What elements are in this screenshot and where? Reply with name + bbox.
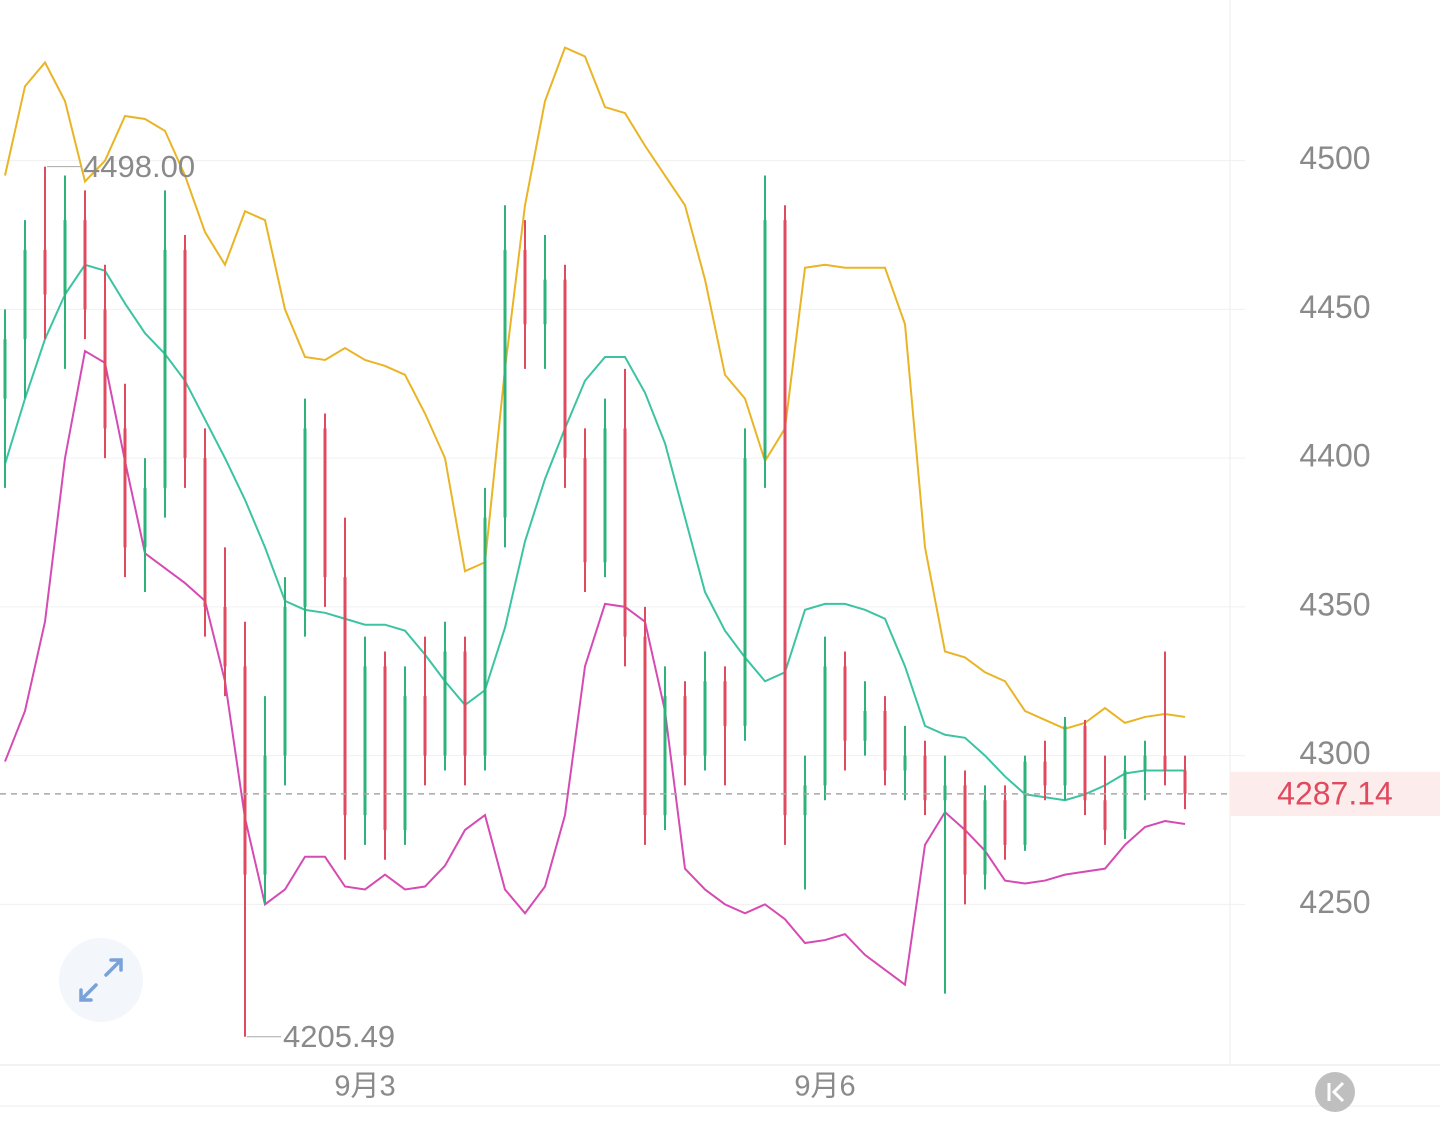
candle-body bbox=[1023, 761, 1027, 845]
candle-body bbox=[83, 220, 87, 310]
candle-body bbox=[263, 755, 267, 875]
candle-body bbox=[403, 696, 407, 830]
last-price-box bbox=[1230, 771, 1440, 816]
candle-body bbox=[1103, 800, 1107, 830]
candle-body bbox=[763, 220, 767, 459]
candle-body bbox=[243, 666, 247, 875]
candle-body bbox=[1163, 755, 1167, 771]
candle-body bbox=[1123, 770, 1127, 830]
expand-button[interactable] bbox=[59, 938, 143, 1022]
band-line bbox=[4, 263, 1185, 802]
annotation-label: 4205.49 bbox=[283, 1019, 395, 1054]
band-line bbox=[4, 46, 1186, 730]
candle-body bbox=[883, 710, 887, 771]
y-tick-label: 4400 bbox=[1299, 438, 1370, 474]
candle-body bbox=[803, 785, 807, 816]
candle-body bbox=[163, 249, 167, 488]
candle-body bbox=[723, 681, 727, 726]
candle-body bbox=[943, 785, 947, 801]
candle-body bbox=[783, 220, 787, 816]
candle-body bbox=[383, 666, 387, 830]
candle-body bbox=[223, 606, 227, 667]
candle-body bbox=[463, 651, 467, 756]
last-price-label: 4287.14 bbox=[1277, 775, 1393, 811]
y-tick-label: 4350 bbox=[1299, 586, 1370, 622]
candle-body bbox=[743, 458, 747, 726]
y-tick-label: 4500 bbox=[1299, 140, 1370, 176]
candle-body bbox=[43, 249, 47, 295]
candle-body bbox=[303, 428, 307, 607]
candle-body bbox=[343, 577, 347, 816]
x-tick-label: 9月3 bbox=[334, 1071, 395, 1103]
candle-body bbox=[983, 800, 987, 875]
y-tick-label: 4250 bbox=[1299, 884, 1370, 920]
candle-body bbox=[23, 249, 27, 340]
candle-body bbox=[483, 517, 487, 756]
candle-body bbox=[203, 458, 207, 607]
candle-body bbox=[863, 710, 867, 741]
candle-body bbox=[563, 279, 567, 459]
candle-body bbox=[443, 651, 447, 756]
candle-body bbox=[603, 428, 607, 563]
candle-body bbox=[363, 666, 367, 816]
candle-body bbox=[1003, 800, 1007, 845]
candle-body bbox=[963, 785, 967, 875]
annotation-label: 4498.00 bbox=[83, 149, 195, 184]
candle-body bbox=[143, 487, 147, 548]
candle-body bbox=[623, 428, 627, 637]
candle-body bbox=[283, 606, 287, 756]
candle-body bbox=[123, 428, 127, 548]
band-line bbox=[4, 349, 1186, 987]
y-tick-label: 4450 bbox=[1299, 289, 1370, 325]
candle-body bbox=[1063, 725, 1067, 786]
candle-body bbox=[583, 458, 587, 563]
candle-body bbox=[663, 696, 667, 816]
candle-body bbox=[1083, 725, 1087, 801]
y-tick-label: 4300 bbox=[1299, 735, 1370, 771]
candle-body bbox=[643, 636, 647, 816]
candle-body bbox=[503, 249, 507, 518]
candle-body bbox=[323, 428, 327, 578]
candle-body bbox=[703, 681, 707, 756]
candle-body bbox=[1143, 755, 1147, 771]
candle-body bbox=[843, 666, 847, 741]
candle-body bbox=[103, 309, 107, 429]
candle-body bbox=[63, 220, 67, 295]
candle-body bbox=[523, 249, 527, 325]
candle-body bbox=[903, 755, 907, 771]
candle-body bbox=[543, 279, 547, 325]
candle-body bbox=[823, 666, 827, 786]
candle-body bbox=[1043, 761, 1047, 786]
candle-body bbox=[683, 696, 687, 756]
candle-body bbox=[183, 249, 187, 459]
candle-body bbox=[1183, 770, 1187, 794]
back-button[interactable] bbox=[1315, 1072, 1355, 1112]
candle-body bbox=[423, 696, 427, 756]
candle-body bbox=[923, 755, 927, 801]
x-tick-label: 9月6 bbox=[794, 1071, 855, 1103]
candle-body bbox=[3, 339, 7, 399]
